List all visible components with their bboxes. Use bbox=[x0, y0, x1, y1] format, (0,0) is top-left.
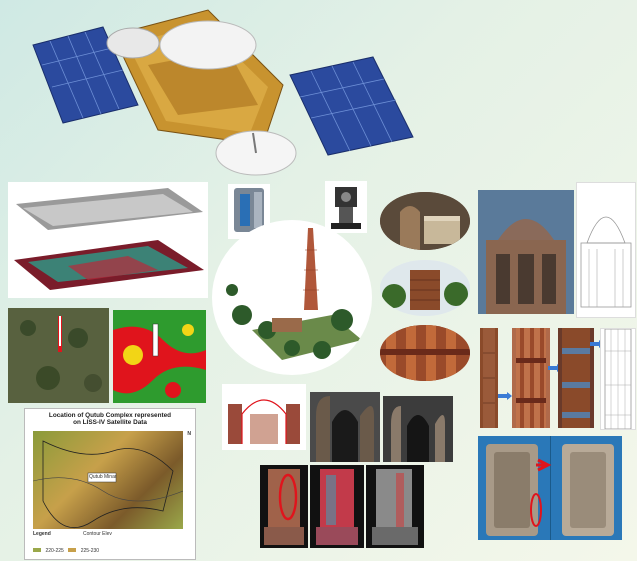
laser-scanner-icon bbox=[234, 188, 264, 232]
pillar-scan-mesh bbox=[366, 465, 424, 548]
tomb-elevation-drawing bbox=[576, 182, 636, 318]
legend-swatches: 220-225 225-230 230-235 235-240 bbox=[33, 539, 133, 554]
terrain-model-image bbox=[8, 182, 208, 298]
pillar-scan-highlight bbox=[260, 465, 308, 548]
arrow-red-icon bbox=[536, 458, 558, 472]
point-cloud-qutub bbox=[212, 220, 372, 375]
tomb-photo-oval bbox=[380, 192, 470, 250]
tomb-photo bbox=[478, 190, 574, 314]
minar-detail-oval bbox=[380, 325, 470, 381]
arrow-right-icon bbox=[498, 392, 512, 400]
satellite-icon bbox=[32, 9, 414, 176]
minar-wireframe-model bbox=[600, 328, 636, 430]
pillar-scan-deviation bbox=[310, 465, 364, 548]
total-station-image bbox=[325, 181, 367, 233]
satellite-image bbox=[28, 5, 418, 183]
site-label: Qutub Minar bbox=[89, 474, 117, 480]
aerial-photo bbox=[8, 308, 109, 403]
minar-full-photo bbox=[480, 328, 498, 428]
total-station-icon bbox=[331, 187, 361, 229]
arch-render-grey bbox=[310, 392, 380, 462]
minar-section-photo bbox=[512, 328, 550, 428]
map-legend: Legend Contour Elev 220-225 225-230 230-… bbox=[33, 531, 183, 555]
map-area: Qutub Minar bbox=[33, 431, 183, 529]
map-title: Location of Qutub Complex represented on… bbox=[48, 412, 172, 426]
tower-photo-oval bbox=[380, 260, 470, 316]
location-map-panel: Location of Qutub Complex represented on… bbox=[24, 408, 196, 560]
stone-carving-comparison bbox=[478, 436, 622, 540]
classified-map bbox=[113, 310, 206, 403]
minar-textured-model bbox=[558, 328, 594, 428]
north-arrow: N bbox=[187, 431, 191, 437]
arch-render-dark bbox=[383, 396, 453, 462]
alai-darwaza-point-cloud bbox=[222, 384, 306, 450]
